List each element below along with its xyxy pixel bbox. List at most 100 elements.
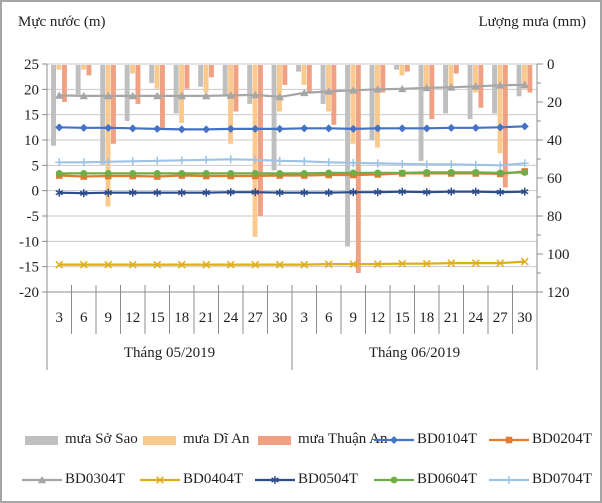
- marker-asterisk: [226, 189, 235, 195]
- marker-circle: [496, 169, 504, 177]
- marker-x: [275, 260, 284, 269]
- day-label: 3: [301, 310, 309, 326]
- series-line: [59, 171, 525, 175]
- rain-bar: [320, 65, 326, 104]
- day-label: 24: [223, 310, 239, 326]
- rain-bar: [399, 65, 405, 76]
- marker-asterisk: [153, 189, 162, 196]
- legend-label: BD0304T: [65, 471, 125, 487]
- legend-item-mưa-Dĩ-An: mưa Dĩ An: [140, 431, 249, 448]
- legend-label: BD0104T: [417, 431, 477, 447]
- marker-circle: [251, 170, 259, 177]
- marker-circle: [349, 169, 357, 177]
- marker-triangle: [251, 90, 260, 99]
- rain-bar: [184, 65, 190, 89]
- marker-circle: [472, 169, 480, 176]
- legend-swatch: [489, 475, 529, 484]
- rain-bar: [154, 65, 160, 89]
- rain-bar: [222, 65, 228, 97]
- marker-triangle: [275, 92, 284, 101]
- rain-bar: [111, 65, 116, 144]
- marker-asterisk: [104, 189, 113, 196]
- marker-x: [177, 260, 186, 269]
- rain-bar: [149, 65, 155, 83]
- marker-triangle: [79, 91, 88, 100]
- line-series-BD0404T: [55, 257, 529, 269]
- rain-bar: [424, 65, 429, 87]
- right-tick-label: 100: [547, 247, 570, 263]
- marker-circle: [227, 170, 235, 177]
- marker-circle: [423, 169, 431, 176]
- legend-swatch: [258, 435, 291, 445]
- legend-swatch: [25, 435, 58, 445]
- marker-diamond: [520, 122, 529, 131]
- day-label: 15: [150, 310, 165, 326]
- marker-x: [156, 475, 164, 484]
- marker-circle: [55, 170, 63, 177]
- line-series-BD0504T: [55, 187, 529, 198]
- legend-item-BD0104T: BD0104T: [374, 431, 477, 448]
- legend-swatch: [489, 436, 529, 443]
- legend-swatch: [374, 476, 414, 483]
- day-label: 24: [468, 310, 484, 326]
- rain-bar: [228, 65, 233, 144]
- marker-x: [202, 260, 211, 269]
- marker-triangle: [37, 475, 47, 483]
- marker-triangle: [300, 88, 309, 97]
- marker-circle: [398, 169, 406, 177]
- legend-bar-swatch: [25, 435, 58, 445]
- marker-triangle: [373, 85, 382, 93]
- marker-circle: [202, 170, 210, 177]
- marker-x: [471, 259, 480, 268]
- series-line: [59, 158, 525, 167]
- rain-bar: [522, 65, 527, 89]
- day-label: 6: [325, 310, 333, 326]
- marker-triangle: [177, 91, 186, 100]
- marker-x: [520, 257, 529, 266]
- marker-circle: [374, 169, 382, 177]
- marker-x: [373, 260, 382, 269]
- series-line: [59, 83, 525, 99]
- legend-item-mưa-Sở-Sao: mưa Sở Sao: [22, 431, 138, 448]
- legend-label: mưa Dĩ An: [183, 431, 250, 447]
- marker-diamond: [324, 124, 333, 133]
- left-tick-label: -20: [19, 285, 39, 301]
- marker-triangle: [447, 83, 456, 91]
- marker-triangle: [422, 83, 431, 92]
- line-series-BD0604T: [55, 169, 529, 177]
- marker-asterisk: [275, 189, 284, 196]
- marker-asterisk: [471, 188, 480, 195]
- marker-circle: [447, 169, 455, 176]
- series-line: [59, 190, 525, 195]
- marker-asterisk: [496, 189, 505, 195]
- legend-label: BD0604T: [417, 471, 477, 487]
- marker-asterisk: [271, 476, 279, 483]
- marker-circle: [300, 170, 308, 177]
- marker-asterisk: [271, 476, 279, 483]
- marker-diamond: [496, 123, 505, 132]
- marker-triangle: [55, 91, 64, 99]
- marker-asterisk: [447, 188, 456, 195]
- rain-bar: [51, 65, 56, 146]
- right-tick-label: 0: [547, 57, 555, 73]
- marker-asterisk: [422, 189, 431, 195]
- left-tick-label: 15: [24, 108, 39, 124]
- rain-bar: [277, 65, 282, 112]
- line-series-BD0704T: [55, 155, 529, 170]
- legend-item-mưa-Thuận-An: mưa Thuận An: [255, 431, 388, 448]
- rain-bar: [394, 65, 399, 70]
- marker-x: [55, 260, 64, 269]
- marker-asterisk: [520, 188, 529, 195]
- right-tick-label: 60: [547, 171, 562, 187]
- legend-label: BD0504T: [298, 471, 358, 487]
- day-label: 21: [199, 310, 214, 326]
- marker-asterisk: [128, 189, 137, 196]
- marker-triangle: [128, 91, 137, 100]
- rain-bar: [198, 65, 204, 87]
- rain-bar: [404, 65, 410, 72]
- legend-item-BD0304T: BD0304T: [22, 471, 125, 488]
- marker-circle: [129, 170, 137, 177]
- left-tick-label: 20: [24, 82, 39, 98]
- day-label: 27: [493, 310, 509, 326]
